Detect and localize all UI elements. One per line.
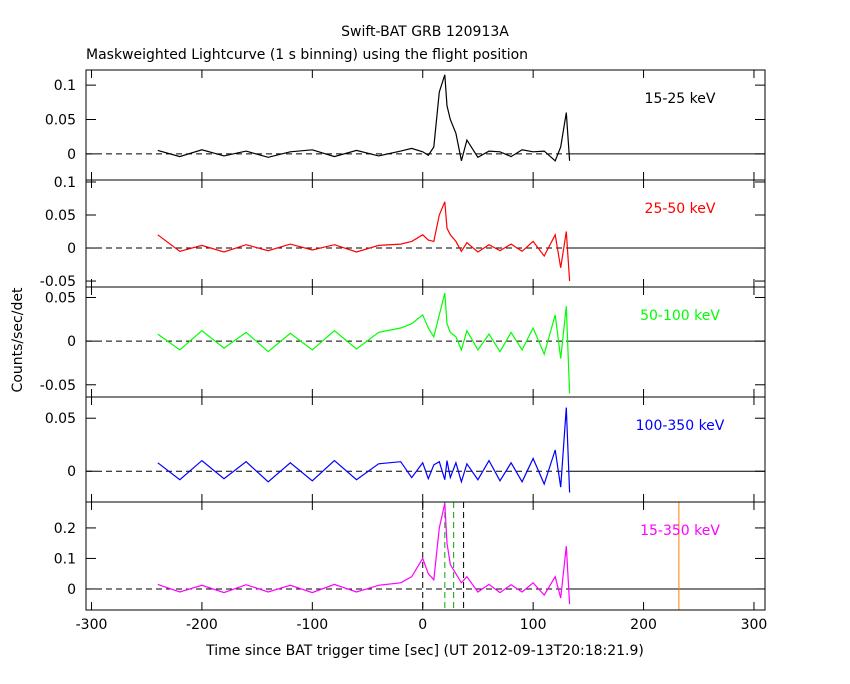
y-tick-label: -0.05 [40, 274, 76, 290]
panel-frame [85, 501, 766, 611]
x-tick-label: -200 [186, 617, 218, 633]
y-tick-label: 0.2 [54, 521, 76, 537]
y-tick-label: 0.1 [54, 78, 76, 94]
x-tick-label: 200 [630, 617, 657, 633]
y-tick-label: 0.1 [54, 551, 76, 567]
panel-label: 15-25 keV [645, 91, 716, 107]
panel-frame [85, 396, 766, 503]
y-tick-label: 0 [67, 334, 76, 350]
y-tick-label: 0 [67, 582, 76, 598]
y-tick-label: 0.05 [45, 113, 76, 129]
x-tick-label: 100 [520, 617, 547, 633]
panel-label: 15-350 keV [640, 523, 720, 539]
x-tick-label: 300 [741, 617, 768, 633]
x-axis-label: Time since BAT trigger time [sec] (UT 20… [205, 643, 644, 659]
x-tick-label: 0 [418, 617, 427, 633]
panel-frame [85, 286, 766, 398]
y-tick-label: 0.05 [45, 208, 76, 224]
y-tick-label: 0.05 [45, 290, 76, 306]
y-tick-label: 0 [67, 147, 76, 163]
x-tick-label: -300 [76, 617, 108, 633]
panel-label: 50-100 keV [640, 308, 720, 324]
panel-frame [85, 69, 766, 181]
chart-subtitle: Maskweighted Lightcurve (1 s binning) us… [86, 47, 528, 63]
chart-title: Swift-BAT GRB 120913A [341, 24, 509, 40]
light-curve [157, 74, 571, 162]
y-tick-label: -0.05 [40, 378, 76, 394]
y-tick-label: 0 [67, 241, 76, 257]
panel-label: 100-350 keV [636, 418, 725, 434]
light-curve [157, 292, 571, 394]
panel-label: 25-50 keV [645, 201, 716, 217]
light-curve [157, 503, 571, 605]
y-tick-label: 0.05 [45, 411, 76, 427]
x-tick-label: -100 [296, 617, 328, 633]
y-tick-label: 0 [67, 464, 76, 480]
y-tick-label: 0.1 [54, 175, 76, 191]
light-curve [157, 201, 571, 282]
light-curve [157, 407, 571, 493]
panel-frame [85, 179, 766, 288]
y-axis-label: Counts/sec/det [10, 287, 26, 392]
